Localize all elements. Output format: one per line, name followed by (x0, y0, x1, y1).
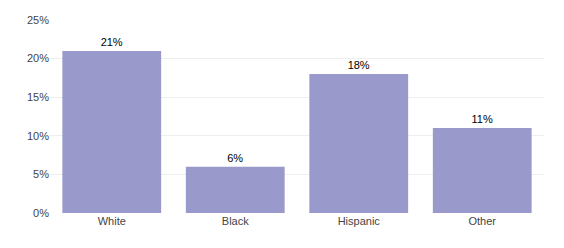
svg-text:18%: 18% (348, 59, 370, 71)
svg-text:White: White (98, 215, 126, 227)
svg-text:Hispanic: Hispanic (338, 215, 381, 227)
svg-text:11%: 11% (472, 113, 493, 125)
svg-text:5%: 5% (33, 168, 49, 180)
svg-text:15%: 15% (27, 91, 49, 103)
svg-text:Other: Other (468, 215, 496, 227)
svg-text:21%: 21% (101, 36, 123, 48)
svg-text:25%: 25% (27, 14, 49, 26)
svg-text:10%: 10% (27, 130, 49, 142)
svg-text:6%: 6% (227, 152, 243, 164)
svg-text:0%: 0% (33, 207, 49, 219)
svg-text:Black: Black (222, 215, 249, 227)
svg-text:20%: 20% (27, 52, 49, 64)
